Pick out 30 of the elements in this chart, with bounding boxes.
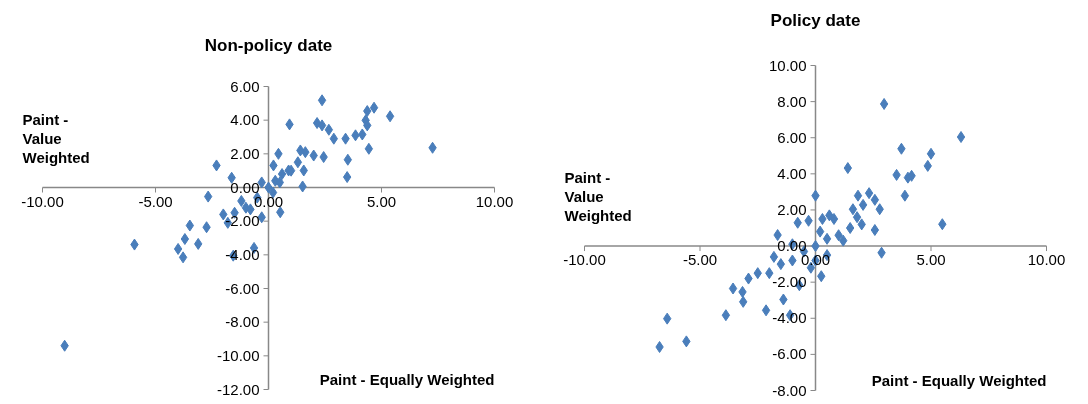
- y-tick-label: 2.00: [230, 144, 260, 162]
- x-tick-label: -10.00: [21, 192, 64, 210]
- x-tick-label: -5.00: [138, 192, 173, 210]
- y-tick-label: -4.00: [772, 309, 807, 327]
- y-tick-label: 2.00: [777, 200, 807, 218]
- y-axis-title: Paint - Value Weighted: [564, 169, 632, 225]
- x-tick-label: 5.00: [916, 251, 946, 269]
- y-tick-label: 6.00: [230, 77, 260, 95]
- y-tick-label: 8.00: [777, 92, 807, 110]
- x-tick-label: 10.00: [475, 192, 514, 210]
- y-tick-label: 4.00: [777, 164, 807, 182]
- chart-title: Policy date: [770, 11, 861, 30]
- x-tick-label: -5.00: [682, 251, 718, 269]
- x-tick-label: -10.00: [563, 251, 606, 269]
- y-tick-label: -6.00: [772, 345, 807, 363]
- y-tick-label: -8.00: [772, 381, 807, 399]
- x-tick-label: 5.00: [366, 192, 397, 210]
- y-tick-label: 4.00: [230, 111, 260, 129]
- y-tick-label: -12.00: [216, 380, 260, 398]
- y-tick-label: 6.00: [777, 128, 807, 146]
- y-tick-label: -8.00: [225, 313, 260, 331]
- y-tick-label: -2.00: [772, 273, 807, 291]
- chart-title: Non-policy date: [204, 36, 333, 55]
- y-tick-label: -6.00: [225, 279, 260, 297]
- y-axis-title: Paint - Value Weighted: [22, 110, 90, 166]
- x-tick-label: 10.00: [1027, 251, 1066, 269]
- y-tick-label: -10.00: [216, 346, 260, 364]
- x-axis-title: Paint - Equally Weighted: [319, 370, 495, 388]
- x-axis-title: Paint - Equally Weighted: [871, 371, 1047, 389]
- y-tick-label: 10.00: [768, 56, 807, 74]
